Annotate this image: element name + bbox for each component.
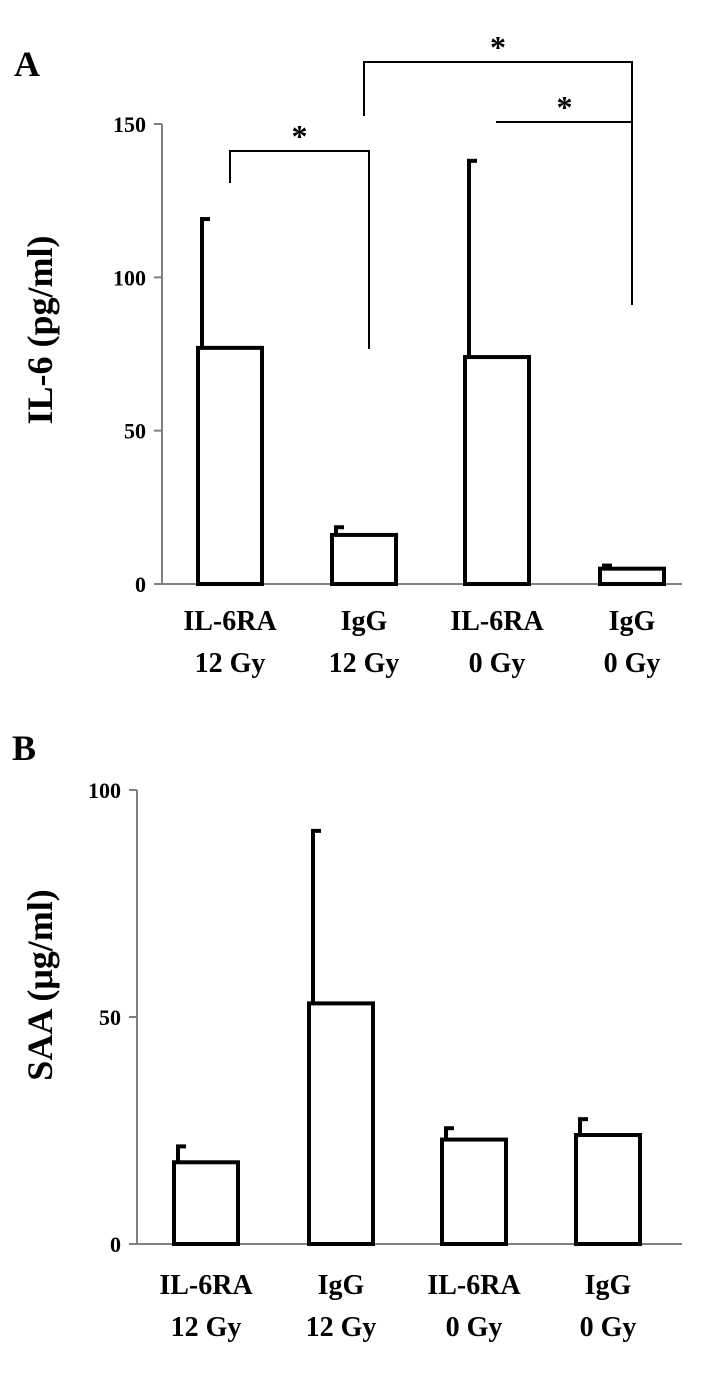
significance-bracket: [229, 150, 370, 349]
y-tick-label: 50: [124, 419, 146, 444]
significance-star: *: [490, 29, 506, 65]
x-category-label: IL-6RA: [427, 1270, 521, 1301]
significance-star: *: [292, 118, 308, 154]
x-category-sublabel: 12 Gy: [329, 648, 400, 679]
significance-star: *: [557, 89, 573, 125]
x-category-sublabel: 0 Gy: [446, 1312, 503, 1343]
bar: [598, 566, 666, 587]
x-category-sublabel: 12 Gy: [171, 1312, 242, 1343]
bar: [440, 1137, 508, 1246]
x-category-sublabel: 12 Gy: [195, 648, 266, 679]
significance-bracket: [363, 61, 633, 305]
x-category-label: IgG: [341, 606, 388, 637]
y-tick-label: 150: [113, 112, 146, 137]
bar: [172, 1160, 240, 1247]
y-tick-label: 0: [135, 572, 146, 597]
x-category-sublabel: 12 Gy: [306, 1312, 377, 1343]
panel-a-y-axis-label: IL-6 (pg/ml): [20, 236, 60, 425]
x-category-sublabel: 0 Gy: [604, 648, 661, 679]
significance-bracket: [496, 121, 633, 301]
bar: [330, 532, 398, 587]
y-tick-label: 50: [99, 1005, 121, 1030]
panel-b-y-axis-label: SAA (μg/ml): [20, 889, 60, 1080]
y-tick-label: 100: [88, 778, 121, 803]
chart-panel-a: A IL-6 (pg/ml) 0 50 100 150 IL-6RA 12 Gy IgG 12…: [14, 29, 682, 679]
x-category-label: IL-6RA: [450, 606, 544, 637]
x-category-label: IgG: [318, 1270, 365, 1301]
y-tick-label: 0: [110, 1232, 121, 1257]
bar: [307, 1001, 375, 1246]
panel-a-label: A: [14, 44, 40, 84]
x-category-label: IL-6RA: [159, 1270, 253, 1301]
x-category-label: IL-6RA: [183, 606, 277, 637]
x-category-sublabel: 0 Gy: [469, 648, 526, 679]
x-category-label: IgG: [609, 606, 656, 637]
bar: [196, 345, 264, 586]
x-category-sublabel: 0 Gy: [580, 1312, 637, 1343]
y-tick-label: 100: [113, 265, 146, 290]
panel-b-label: B: [12, 728, 36, 768]
chart-panel-b: B SAA (μg/ml) 0 50 100 IL-6RA 12 Gy IgG 12 Gy I…: [12, 728, 682, 1343]
x-category-label: IgG: [585, 1270, 632, 1301]
bar: [574, 1133, 642, 1247]
bar: [463, 355, 531, 587]
